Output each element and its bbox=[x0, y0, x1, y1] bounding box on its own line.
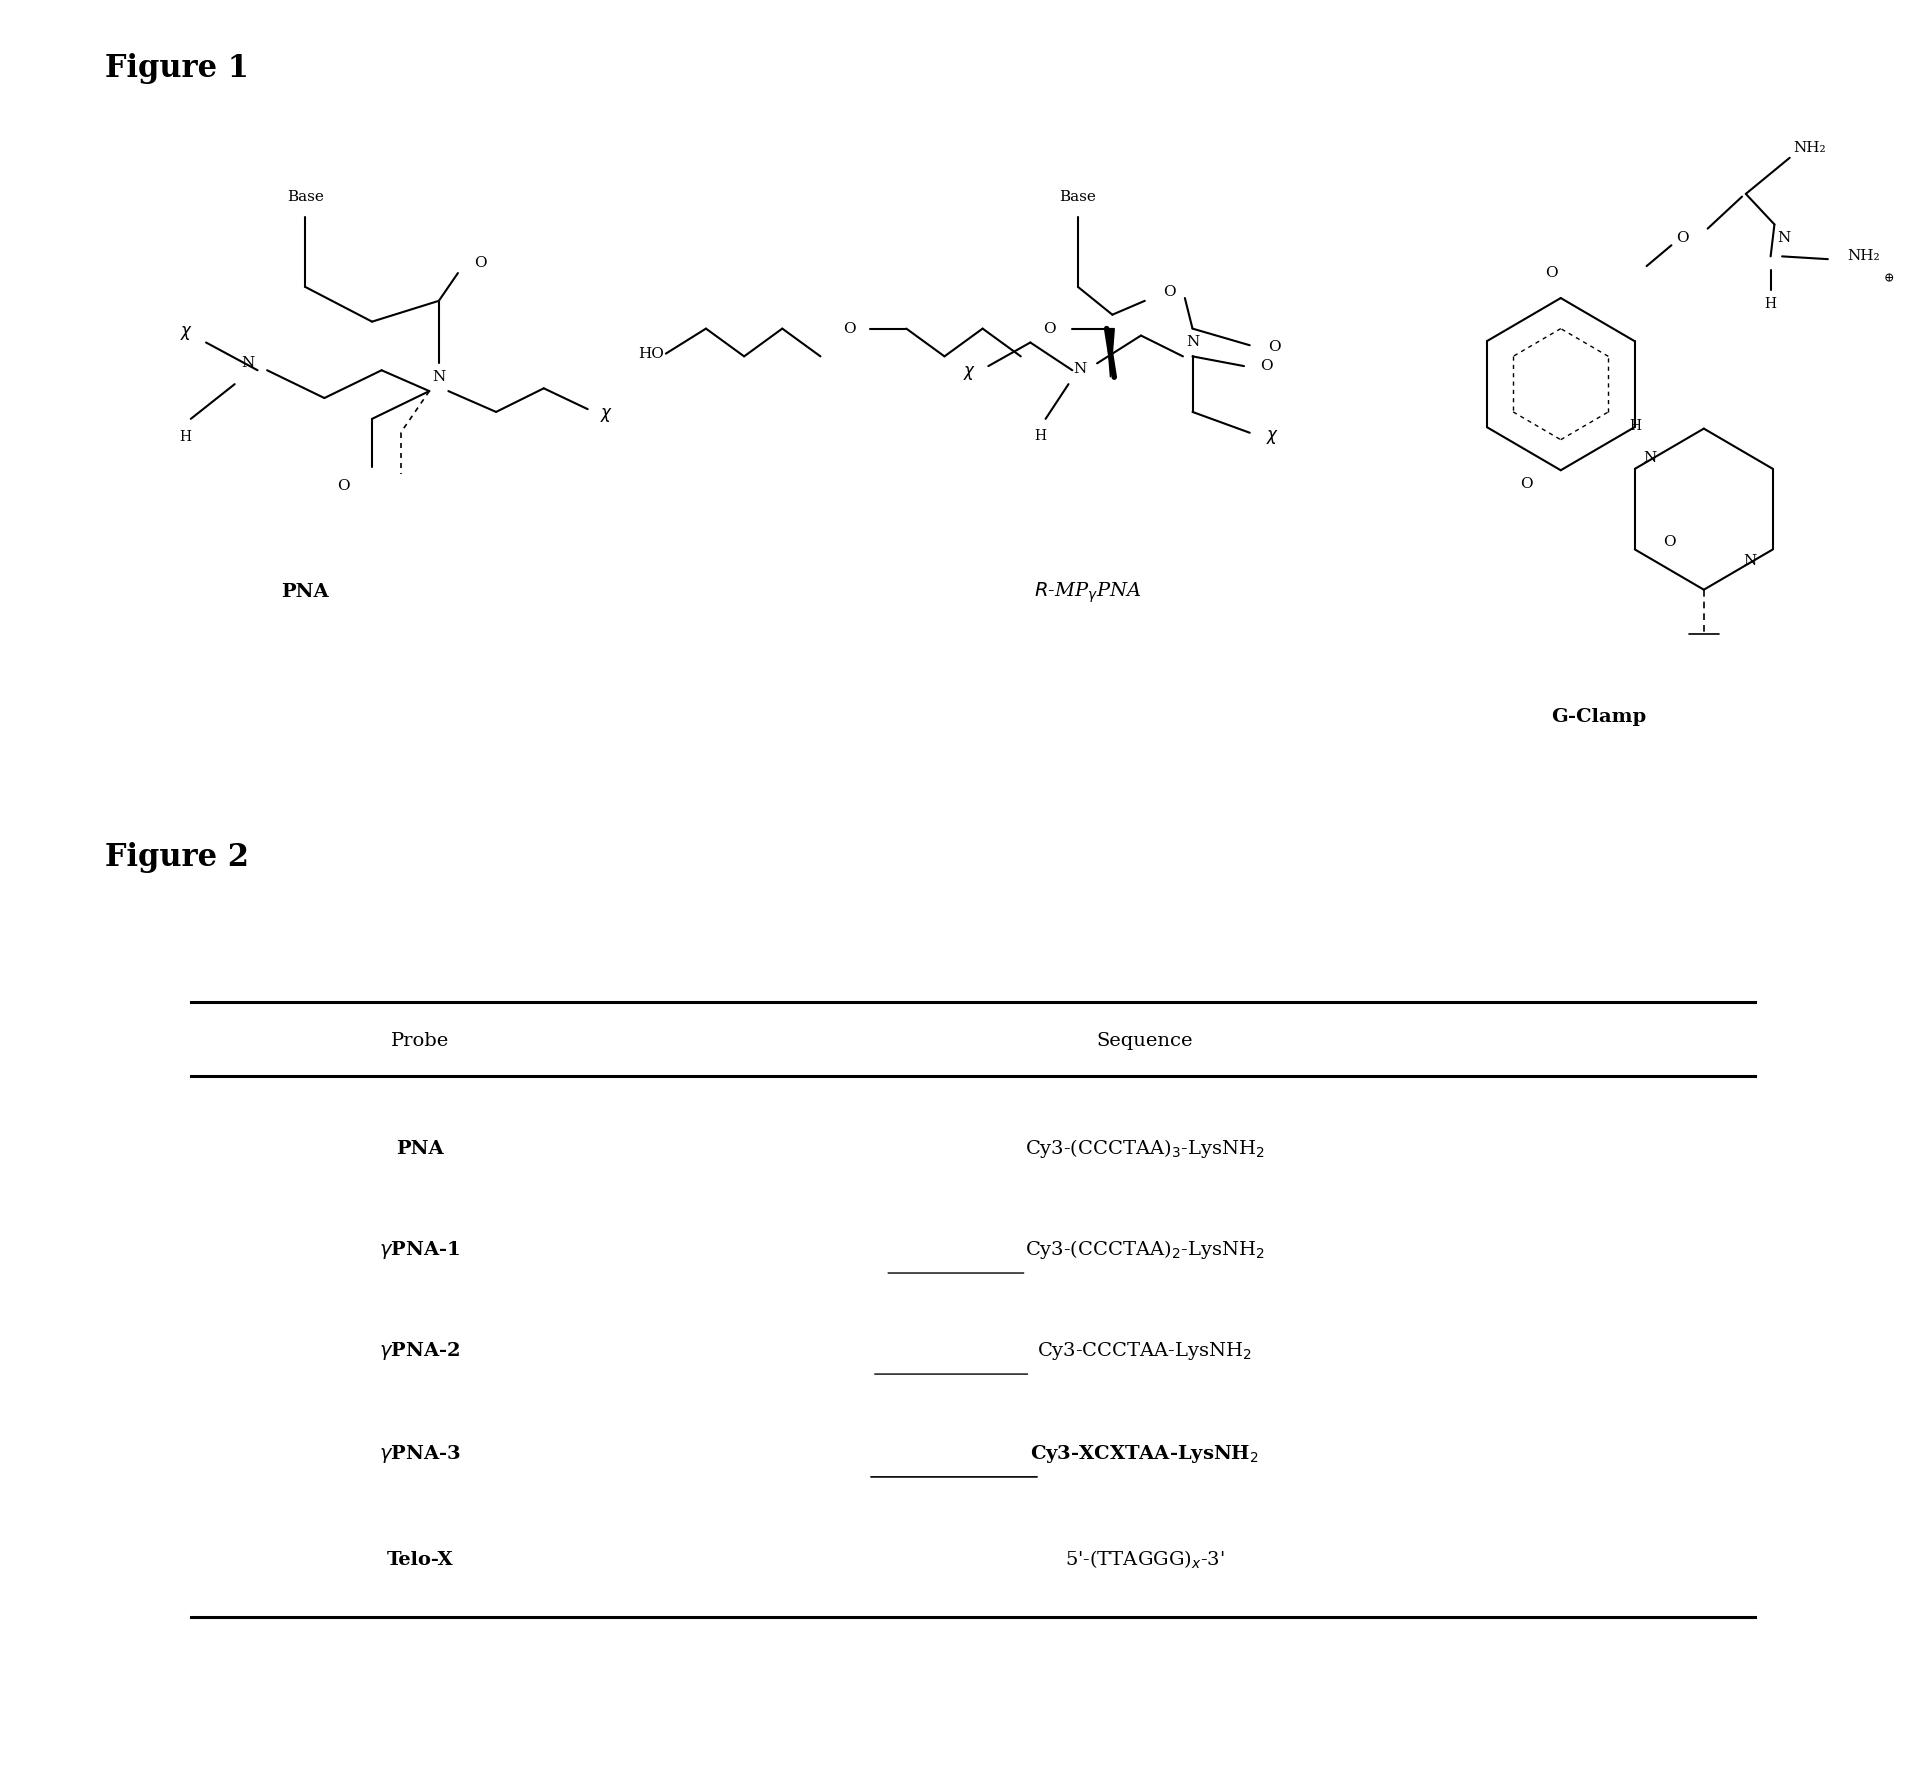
Text: $\gamma$PNA-2: $\gamma$PNA-2 bbox=[379, 1340, 460, 1362]
Text: NH₂: NH₂ bbox=[1846, 250, 1878, 264]
Text: Cy3-XCXTAA-LysNH$_2$: Cy3-XCXTAA-LysNH$_2$ bbox=[1030, 1443, 1259, 1464]
Text: $\chi$: $\chi$ bbox=[181, 324, 193, 342]
Text: $R$-MP$_{\gamma}$PNA: $R$-MP$_{\gamma}$PNA bbox=[1034, 580, 1140, 605]
Text: NH₂: NH₂ bbox=[1793, 142, 1825, 154]
Text: Sequence: Sequence bbox=[1097, 1032, 1192, 1050]
Text: O: O bbox=[1545, 266, 1556, 280]
Text: Base: Base bbox=[1058, 190, 1097, 204]
Text: ⊕: ⊕ bbox=[1882, 271, 1894, 285]
Text: O: O bbox=[1520, 477, 1531, 491]
Text: N: N bbox=[1777, 230, 1789, 245]
Text: $\gamma$PNA-3: $\gamma$PNA-3 bbox=[379, 1443, 460, 1464]
Text: Base: Base bbox=[286, 190, 324, 204]
Text: H: H bbox=[1034, 429, 1045, 443]
Text: $\chi$: $\chi$ bbox=[601, 406, 612, 424]
Text: O: O bbox=[1163, 285, 1175, 300]
Text: $\chi$: $\chi$ bbox=[963, 363, 974, 381]
Text: N: N bbox=[1743, 553, 1756, 567]
Text: Cy3-(CCCTAA)$_2$-LysNH$_2$: Cy3-(CCCTAA)$_2$-LysNH$_2$ bbox=[1024, 1239, 1264, 1261]
Text: H: H bbox=[179, 429, 191, 443]
Polygon shape bbox=[1106, 328, 1114, 378]
Text: G-Clamp: G-Clamp bbox=[1550, 709, 1646, 727]
Text: O: O bbox=[1676, 230, 1688, 245]
Text: PNA: PNA bbox=[282, 583, 328, 601]
Text: Cy3-(CCCTAA)$_3$-LysNH$_2$: Cy3-(CCCTAA)$_3$-LysNH$_2$ bbox=[1024, 1138, 1264, 1160]
Text: $\gamma$PNA-1: $\gamma$PNA-1 bbox=[379, 1239, 460, 1261]
Text: N: N bbox=[1642, 450, 1655, 465]
Text: Probe: Probe bbox=[391, 1032, 448, 1050]
Text: N: N bbox=[1074, 362, 1085, 376]
Text: Telo-X: Telo-X bbox=[387, 1551, 452, 1569]
Text: O: O bbox=[1043, 321, 1055, 335]
Text: N: N bbox=[242, 356, 254, 371]
Text: Figure 1: Figure 1 bbox=[105, 53, 248, 83]
Text: N: N bbox=[1186, 335, 1198, 349]
Text: PNA: PNA bbox=[397, 1140, 442, 1158]
Text: Cy3-CCCTAA-LysNH$_2$: Cy3-CCCTAA-LysNH$_2$ bbox=[1037, 1340, 1251, 1362]
Text: O: O bbox=[338, 479, 349, 493]
Text: N: N bbox=[433, 371, 444, 385]
Text: Figure 2: Figure 2 bbox=[105, 842, 248, 872]
Text: O: O bbox=[475, 257, 486, 269]
Text: $\chi$: $\chi$ bbox=[1266, 427, 1278, 447]
Text: HO: HO bbox=[637, 346, 664, 360]
Text: O: O bbox=[1663, 535, 1674, 550]
Text: H: H bbox=[1629, 418, 1640, 433]
Text: O: O bbox=[1268, 340, 1280, 353]
Text: H: H bbox=[1764, 296, 1775, 310]
Text: 5'-(TTAGGG)$_x$-3': 5'-(TTAGGG)$_x$-3' bbox=[1064, 1550, 1224, 1571]
Text: O: O bbox=[1261, 360, 1272, 372]
Text: O: O bbox=[843, 321, 854, 335]
